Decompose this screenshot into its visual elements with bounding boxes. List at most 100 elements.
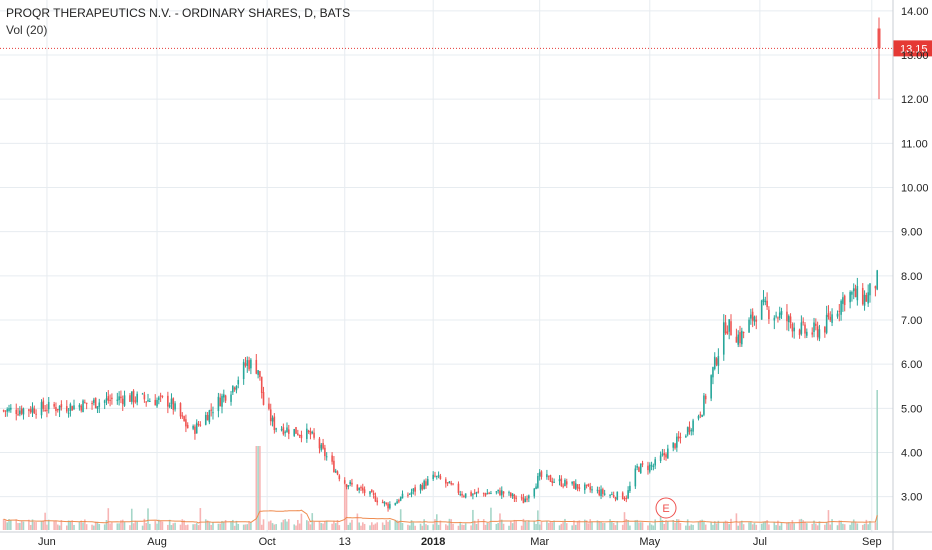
candle-body [306, 428, 308, 439]
candle-body [549, 475, 552, 482]
volume-bar [168, 519, 171, 530]
candle-body [457, 483, 460, 493]
candle-body [287, 429, 290, 434]
volume-bar [535, 523, 537, 530]
volume-bar [161, 521, 164, 530]
candle-body [269, 409, 272, 422]
candle-body [475, 492, 478, 494]
volume-bar [661, 520, 664, 530]
volume-bar [804, 521, 806, 530]
candle-body [571, 481, 573, 484]
volume-bar [232, 519, 234, 530]
volume-bar [325, 521, 328, 530]
candle-body [385, 502, 388, 504]
volume-bar [22, 521, 25, 530]
candle-body [185, 419, 187, 427]
candle-body [760, 300, 763, 320]
volume-bar [500, 519, 503, 530]
candle-body [183, 416, 185, 421]
time-axis[interactable]: Jun Aug Oct 13 2018 Mar May Jul Sep [0, 531, 932, 548]
candle-body [65, 406, 68, 412]
candle-body [786, 311, 788, 322]
candle-body [210, 409, 212, 411]
candle-body [268, 403, 270, 409]
volume-bar [8, 519, 10, 530]
volume-bar [793, 523, 795, 530]
candle-body [118, 396, 120, 401]
candle-body [710, 375, 712, 399]
candle-body [15, 409, 18, 414]
volume-bar [457, 525, 460, 530]
volume-bar [356, 513, 359, 530]
candle-body [704, 395, 707, 400]
candle-body [482, 492, 485, 494]
candle-body [712, 367, 714, 378]
candle-body [313, 432, 315, 438]
last-price-label: 13.15 [900, 43, 928, 55]
volume-bar [343, 483, 346, 530]
volume-bar [762, 522, 765, 530]
candle-body [374, 495, 377, 502]
candle-body [300, 434, 303, 439]
candle-body [780, 311, 783, 315]
volume-bar [825, 522, 828, 530]
candle-body [648, 464, 651, 472]
volume-bar [477, 518, 480, 530]
candle-body [688, 426, 691, 433]
volume-bar [42, 520, 45, 530]
volume-bar [345, 483, 348, 530]
candle-body [459, 494, 462, 496]
candle-body [827, 313, 830, 318]
candle-body [818, 329, 821, 339]
candle-body [19, 410, 21, 415]
candle-body [408, 493, 411, 495]
volume-bar [192, 524, 194, 530]
volume-bar [829, 524, 832, 530]
volume-bar [596, 520, 599, 530]
volume-bar [616, 521, 619, 530]
volume-bar [170, 525, 173, 530]
volume-bar [360, 525, 362, 530]
candle-body [735, 336, 738, 343]
y-tick-label: 14.00 [901, 6, 929, 18]
volume-bar [869, 521, 871, 530]
volume-bar [204, 519, 207, 530]
candle-body [98, 402, 101, 407]
candle-body [511, 493, 514, 496]
candle-body [123, 395, 126, 406]
candle-body [546, 474, 548, 478]
candle-body [17, 414, 19, 416]
volume-bar [322, 523, 324, 530]
candle-body [129, 395, 131, 402]
volume-bar [28, 519, 30, 530]
volume-bar [242, 524, 245, 530]
volume-bar [638, 522, 640, 530]
candle-body [145, 401, 147, 403]
volume-bar [787, 522, 790, 530]
earnings-marker[interactable]: E [655, 497, 677, 519]
volume-bar [333, 520, 335, 530]
volume-bar [183, 520, 185, 530]
candle-body [672, 442, 675, 448]
candle-body [612, 494, 615, 497]
candle-body [445, 479, 447, 484]
candle-body [414, 487, 416, 492]
volume-bar [224, 519, 227, 530]
candle-body [663, 453, 666, 456]
candle-body [60, 404, 63, 408]
candle-body [333, 460, 335, 473]
volume-bar [679, 523, 682, 530]
volume-bar [726, 521, 729, 530]
volume-bar [780, 522, 783, 530]
volume-bar [287, 519, 290, 530]
candle-body [311, 431, 314, 434]
volume-bar [172, 523, 175, 530]
volume-bar [40, 521, 43, 530]
volume-bar [639, 522, 642, 530]
volume-pane [2, 390, 878, 530]
volume-indicator-label[interactable]: Vol (20) [6, 23, 48, 37]
volume-bar [260, 524, 263, 530]
price-axis[interactable]: 14.00 13.00 12.00 11.00 10.00 9.00 8.00 7.00 6.0… [892, 0, 929, 550]
volume-bar [490, 507, 492, 530]
